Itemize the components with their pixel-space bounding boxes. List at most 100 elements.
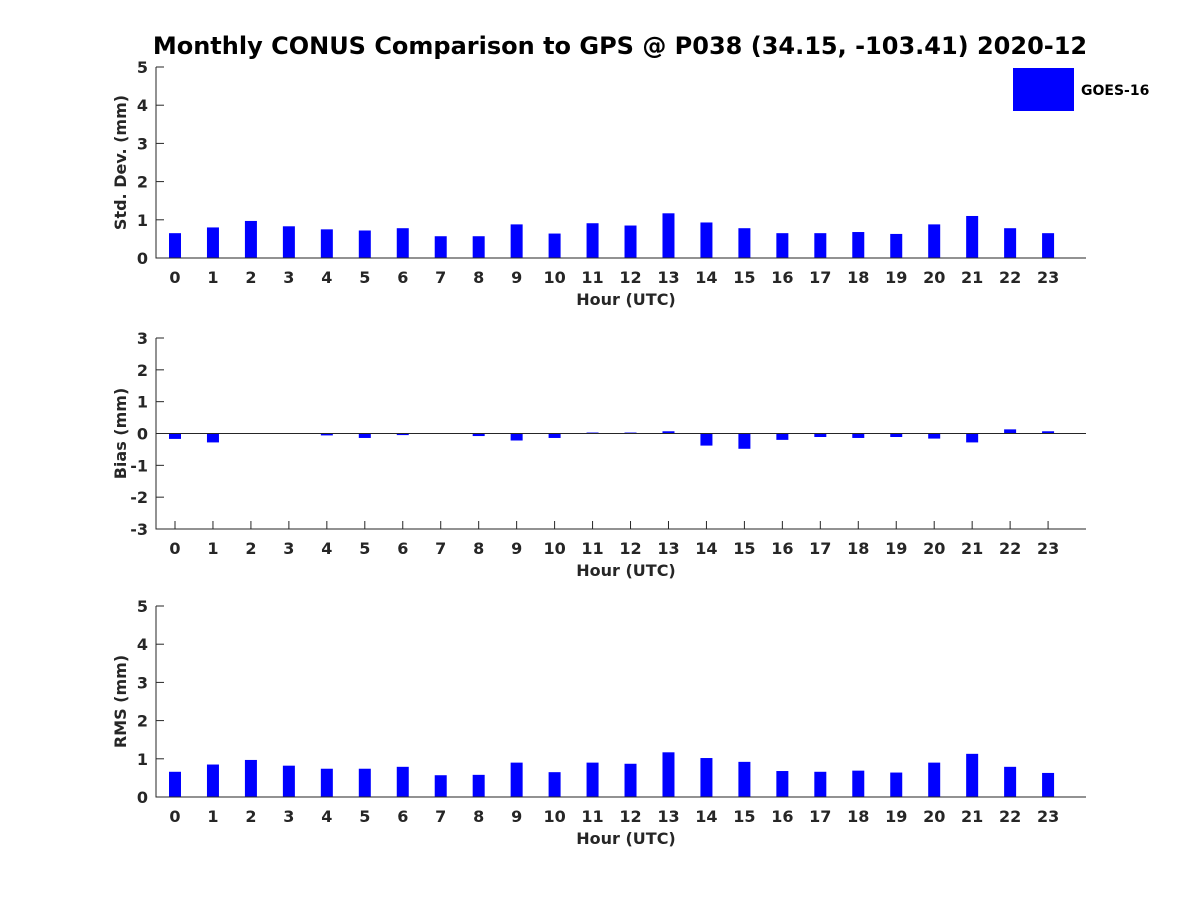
rms-y-tick-label: 5 bbox=[137, 597, 148, 616]
rms-bar bbox=[548, 772, 561, 797]
std-dev-x-tick-label: 3 bbox=[283, 268, 294, 287]
rms-y-tick-label: 1 bbox=[137, 750, 148, 769]
bias-bar bbox=[510, 433, 523, 441]
std-dev-bar bbox=[358, 230, 371, 258]
std-dev-y-axis-label: Std. Dev. (mm) bbox=[111, 95, 130, 230]
std-dev-x-axis-label: Hour (UTC) bbox=[576, 290, 676, 309]
rms-x-tick-label: 14 bbox=[695, 807, 717, 826]
std-dev-x-tick-label: 4 bbox=[321, 268, 332, 287]
rms-x-tick-label: 7 bbox=[435, 807, 446, 826]
legend: GOES-16 bbox=[1013, 68, 1149, 111]
rms-bar bbox=[244, 759, 257, 797]
bias-y-tick-label: 3 bbox=[137, 329, 148, 348]
bias-x-tick-label: 17 bbox=[809, 539, 831, 558]
rms-x-tick-label: 10 bbox=[543, 807, 565, 826]
rms-bar bbox=[814, 771, 827, 797]
bias-x-tick-label: 23 bbox=[1037, 539, 1059, 558]
rms-x-tick-label: 19 bbox=[885, 807, 907, 826]
std-dev-bar bbox=[472, 236, 485, 258]
std-dev-bar bbox=[1042, 233, 1055, 258]
rms-bar bbox=[434, 775, 447, 797]
rms-y-tick-label: 0 bbox=[137, 788, 148, 807]
std-dev-bar bbox=[814, 233, 827, 258]
std-dev-y-tick-label: 2 bbox=[137, 173, 148, 192]
rms-bar bbox=[586, 762, 599, 797]
std-dev-bars bbox=[169, 213, 1055, 258]
std-dev-y-tick-label: 0 bbox=[137, 249, 148, 268]
legend-label: GOES-16 bbox=[1081, 83, 1149, 99]
bias-x-tick-label: 19 bbox=[885, 539, 907, 558]
rms-x-tick-label: 18 bbox=[847, 807, 869, 826]
std-dev-bar bbox=[1004, 228, 1017, 258]
rms-x-tick-label: 20 bbox=[923, 807, 945, 826]
bias-x-tick-label: 15 bbox=[733, 539, 755, 558]
bias-bar bbox=[966, 433, 979, 443]
std-dev-bar bbox=[928, 224, 941, 258]
bias-x-tick-label: 2 bbox=[245, 539, 256, 558]
std-dev-x-tick-label: 17 bbox=[809, 268, 831, 287]
bias-bar bbox=[472, 433, 485, 437]
rms-x-tick-label: 21 bbox=[961, 807, 983, 826]
rms-x-tick-label: 5 bbox=[359, 807, 370, 826]
bias-x-tick-label: 1 bbox=[207, 539, 218, 558]
bias-bar bbox=[169, 433, 181, 439]
bias-x-tick-label: 22 bbox=[999, 539, 1021, 558]
rms-bar bbox=[358, 768, 371, 797]
std-dev-x-tick-label: 0 bbox=[169, 268, 180, 287]
bias-bars bbox=[169, 429, 1055, 449]
bias-y-tick-label: -2 bbox=[130, 488, 148, 507]
bias-x-tick-label: 11 bbox=[581, 539, 603, 558]
rms-x-tick-label: 16 bbox=[771, 807, 793, 826]
std-dev-x-tick-label: 20 bbox=[923, 268, 945, 287]
rms-x-tick-label: 23 bbox=[1037, 807, 1059, 826]
bias-x-tick-label: 4 bbox=[321, 539, 332, 558]
bias-x-axis-label: Hour (UTC) bbox=[576, 561, 676, 580]
std-dev-y-tick-label: 5 bbox=[137, 58, 148, 77]
rms-x-tick-label: 11 bbox=[581, 807, 603, 826]
rms-bar bbox=[700, 758, 713, 797]
bias-bar bbox=[776, 433, 789, 440]
rms-x-tick-label: 1 bbox=[207, 807, 218, 826]
rms-bar bbox=[966, 753, 979, 797]
rms-bar bbox=[282, 765, 295, 797]
std-dev-x-tick-label: 2 bbox=[245, 268, 256, 287]
bias-bar bbox=[548, 433, 561, 438]
std-dev-x-tick-label: 5 bbox=[359, 268, 370, 287]
std-dev-y-tick-label: 1 bbox=[137, 211, 148, 230]
std-dev-y-tick-label: 4 bbox=[137, 96, 148, 115]
rms-bar bbox=[472, 774, 485, 797]
std-dev-x-tick-label: 22 bbox=[999, 268, 1021, 287]
std-dev-bar bbox=[396, 228, 409, 258]
bias-y-tick-label: -1 bbox=[130, 456, 148, 475]
bias-bar bbox=[396, 433, 409, 436]
bias-bar bbox=[662, 431, 675, 434]
std-dev-x-tick-label: 9 bbox=[511, 268, 522, 287]
rms-bar bbox=[890, 772, 903, 797]
std-dev-bar bbox=[624, 225, 637, 258]
bias-x-tick-label: 21 bbox=[961, 539, 983, 558]
std-dev-x-tick-label: 23 bbox=[1037, 268, 1059, 287]
rms-y-tick-label: 3 bbox=[137, 673, 148, 692]
std-dev-x-tick-label: 6 bbox=[397, 268, 408, 287]
std-dev-bar bbox=[510, 224, 523, 258]
std-dev-bar bbox=[966, 215, 979, 258]
rms-x-tick-label: 6 bbox=[397, 807, 408, 826]
bias-y-tick-label: 2 bbox=[137, 361, 148, 380]
rms-x-tick-label: 22 bbox=[999, 807, 1021, 826]
bias-x-tick-label: 6 bbox=[397, 539, 408, 558]
bias-x-tick-label: 12 bbox=[619, 539, 641, 558]
bias-y-tick-label: 1 bbox=[137, 393, 148, 412]
std-dev-bar bbox=[852, 232, 865, 258]
std-dev-bar bbox=[890, 233, 903, 258]
bias-bar bbox=[1042, 431, 1055, 434]
bias-x-tick-label: 13 bbox=[657, 539, 679, 558]
bias-x-tick-label: 20 bbox=[923, 539, 945, 558]
bias-x-tick-label: 18 bbox=[847, 539, 869, 558]
rms-bar bbox=[206, 764, 219, 797]
